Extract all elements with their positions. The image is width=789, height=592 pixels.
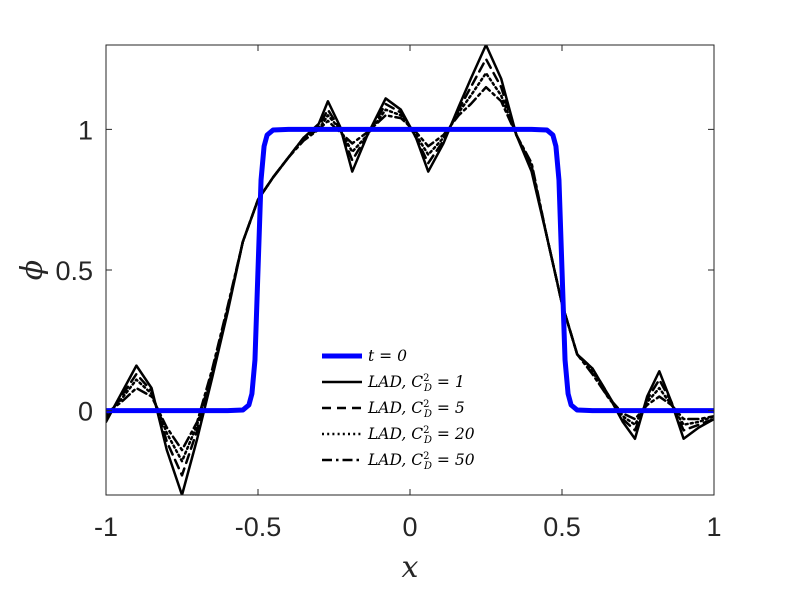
y-tick-label: 1 (78, 115, 93, 145)
series-line-3 (106, 71, 714, 463)
x-axis-label: x (402, 550, 419, 585)
legend: t = 0 LAD, C2 D = 1 LAD, C2 D = 5 LAD, C2 D = … (312, 342, 500, 472)
series-layer (106, 45, 714, 495)
x-tick-label: -0.5 (235, 512, 282, 542)
x-tick-label: 0 (402, 512, 417, 542)
ticks-layer: -1 -0.5 0 0.5 1 0 0.5 1 (55, 45, 722, 542)
legend-label-4: LAD, C2 D = 50 (367, 451, 475, 472)
legend-box (312, 342, 500, 470)
legend-label-2: LAD, C2 D = 5 (367, 399, 465, 420)
legend-label-0: t = 0 (368, 347, 407, 365)
legend-label-1: LAD, C2 D = 1 (367, 373, 465, 394)
series-line-0 (106, 126, 714, 414)
x-tick-label: 0.5 (543, 512, 581, 542)
legend-label-3: LAD, C2 D = 20 (367, 425, 475, 446)
y-tick-label: 0.5 (55, 256, 93, 286)
y-tick-label: 0 (78, 397, 93, 427)
x-tick-label: 1 (706, 512, 721, 542)
y-axis-label: ϕ (15, 260, 50, 280)
x-tick-label: -1 (94, 512, 118, 542)
series-line-4 (106, 85, 714, 452)
